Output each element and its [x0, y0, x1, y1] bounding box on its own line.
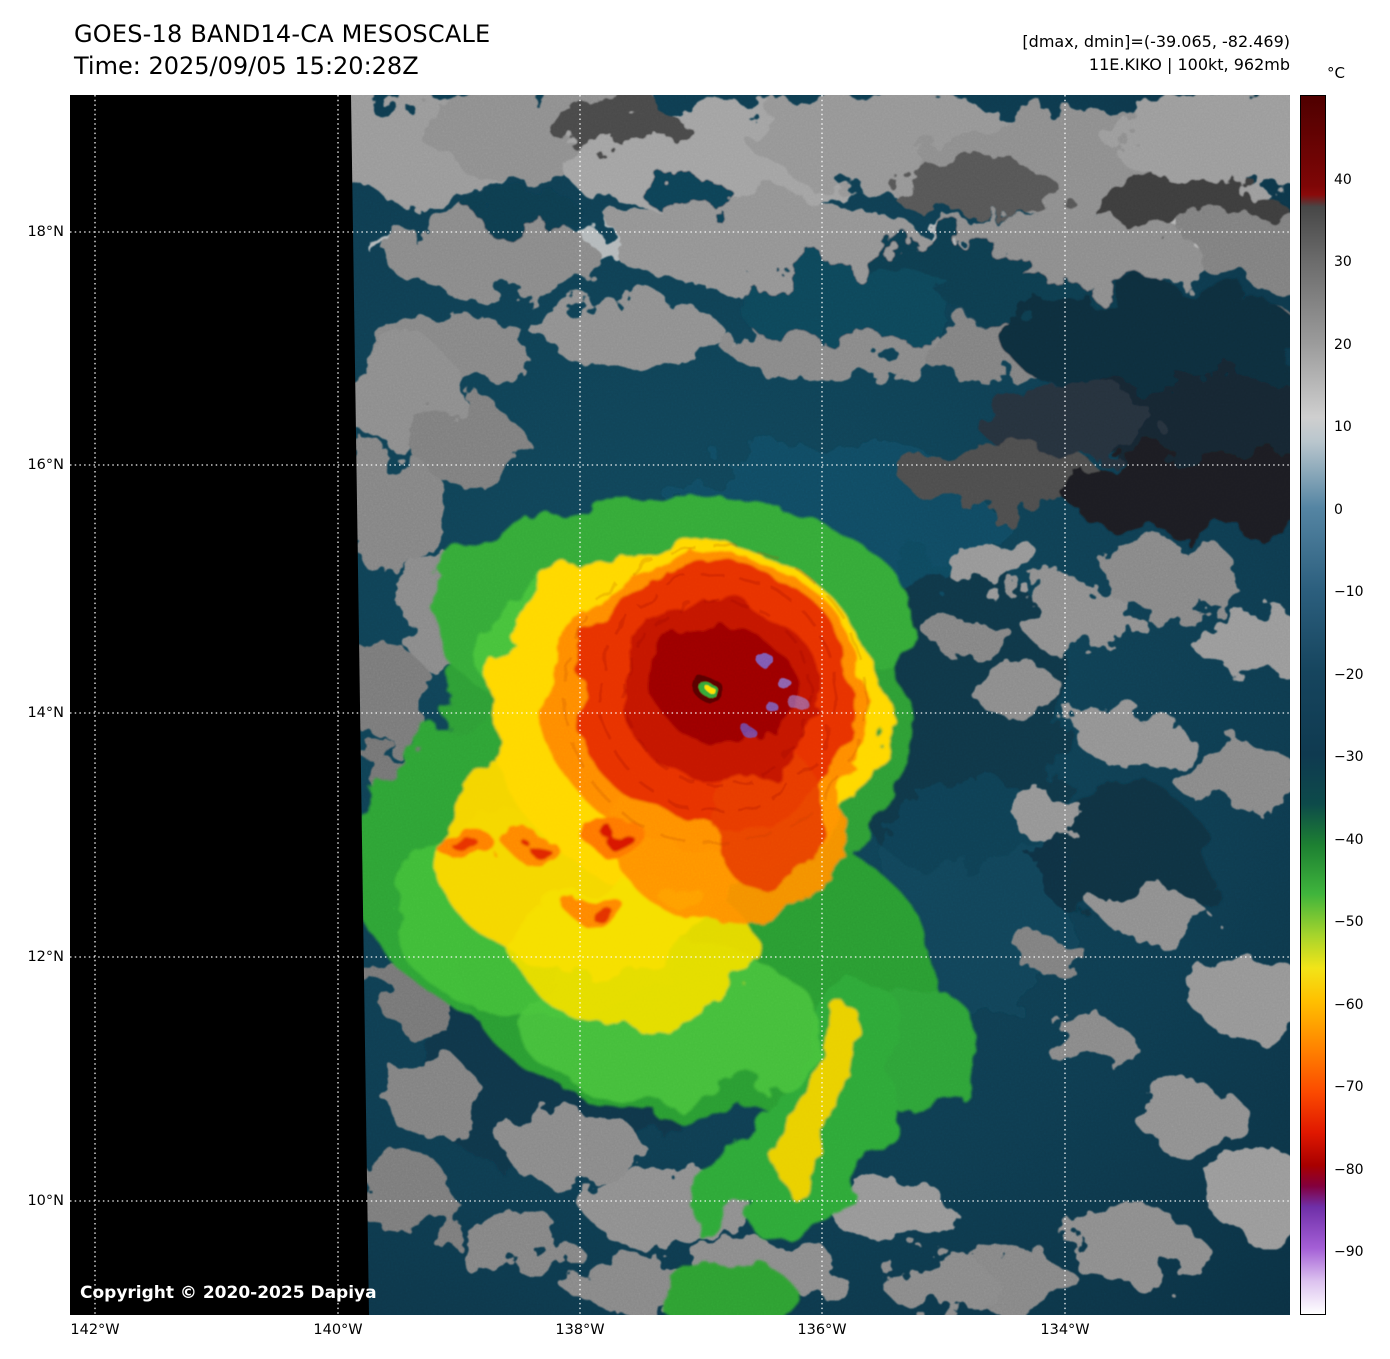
colorbar-tick-label: 30 [1334, 254, 1352, 270]
colorbar-tick-label: −40 [1334, 832, 1364, 848]
colorbar-gradient [1300, 95, 1326, 1315]
dmax-dmin-readout: [dmax, dmin]=(-39.065, -82.469) [1022, 32, 1290, 51]
timestamp: Time: 2025/09/05 15:20:28Z [74, 52, 419, 80]
colorbar-tick-label: 40 [1334, 172, 1352, 188]
noise-overlay [351, 95, 1290, 1315]
lon-tick-label: 136°W [797, 1322, 847, 1338]
lon-tick-label: 138°W [555, 1322, 605, 1338]
colorbar-tick-label: 0 [1334, 502, 1343, 518]
map-plot-area [70, 95, 1290, 1315]
latlon-gridlines [70, 95, 1290, 1315]
lat-tick-label: 12°N [27, 949, 64, 965]
colorbar-tick-label: −70 [1334, 1079, 1364, 1095]
colorbar-unit-label: °C [1327, 64, 1345, 82]
mesoscale-sector [351, 95, 1290, 1315]
page-title: GOES-18 BAND14-CA MESOSCALE [74, 20, 491, 48]
lat-tick-label: 16°N [27, 457, 64, 473]
storm-info: 11E.KIKO | 100kt, 962mb [1088, 55, 1290, 74]
copyright-watermark: Copyright © 2020-2025 Dapiya [80, 1283, 377, 1303]
lat-tick-label: 14°N [27, 705, 64, 721]
lon-tick-label: 134°W [1040, 1322, 1090, 1338]
lon-tick-label: 142°W [70, 1322, 120, 1338]
colorbar-tick-label: −50 [1334, 914, 1364, 930]
lat-tick-label: 18°N [27, 224, 64, 240]
lat-tick-label: 10°N [27, 1193, 64, 1209]
colorbar-tick-label: −10 [1334, 584, 1364, 600]
colorbar-tick-label: 20 [1334, 337, 1352, 353]
colorbar-tick-label: −90 [1334, 1244, 1364, 1260]
colorbar-tick-label: −20 [1334, 667, 1364, 683]
satellite-image [70, 95, 1290, 1315]
colorbar-tick-label: 10 [1334, 419, 1352, 435]
colorbar-tick-label: −60 [1334, 997, 1364, 1013]
colorbar-tick-label: −80 [1334, 1162, 1364, 1178]
colorbar-tick-label: −30 [1334, 749, 1364, 765]
lon-tick-label: 140°W [313, 1322, 363, 1338]
